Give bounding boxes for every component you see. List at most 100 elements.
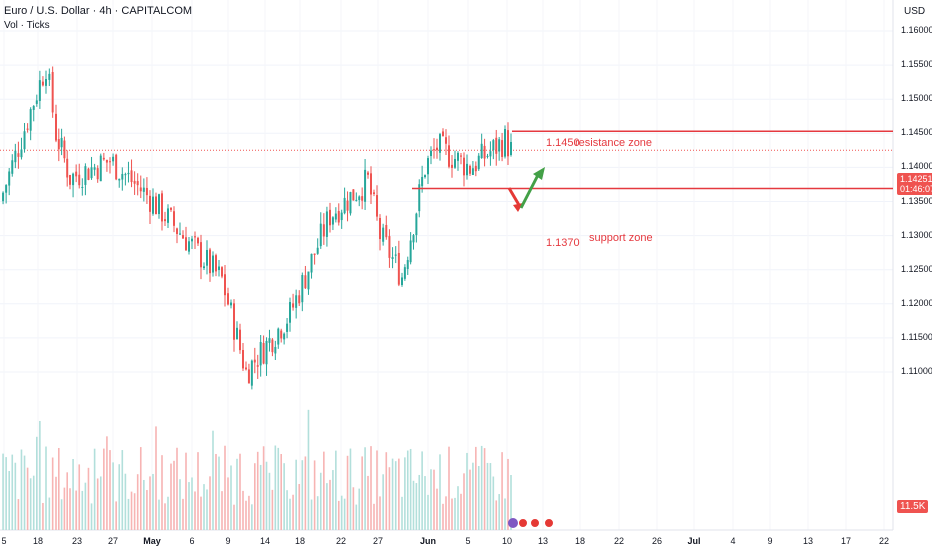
candle-body[interactable] (370, 173, 372, 195)
candle-body[interactable] (32, 106, 35, 110)
candle-body[interactable] (182, 235, 184, 239)
candle-body[interactable] (145, 187, 148, 196)
candle-body[interactable] (51, 72, 54, 113)
candle-body[interactable] (121, 173, 124, 180)
candle-body[interactable] (191, 238, 193, 242)
candle-body[interactable] (301, 275, 304, 303)
candle-body[interactable] (45, 78, 47, 86)
candle-body[interactable] (424, 175, 426, 178)
candle-body[interactable] (298, 295, 301, 304)
candle-body[interactable] (388, 236, 391, 258)
candle-body[interactable] (72, 173, 75, 186)
candle-body[interactable] (406, 260, 409, 269)
candle-body[interactable] (480, 143, 483, 159)
candle-body[interactable] (262, 343, 265, 364)
split-event-icon[interactable] (508, 518, 518, 528)
candle-body[interactable] (200, 242, 202, 268)
candle-body[interactable] (87, 168, 90, 180)
candle-body[interactable] (218, 266, 220, 271)
candle-body[interactable] (445, 137, 447, 144)
candle-body[interactable] (322, 224, 325, 237)
candle-series[interactable] (2, 66, 512, 390)
candle-body[interactable] (179, 233, 181, 235)
candle-body[interactable] (364, 169, 367, 202)
up-arrow-drawing[interactable] (519, 167, 545, 209)
candle-body[interactable] (274, 346, 277, 354)
candle-body[interactable] (489, 151, 492, 157)
candle-body[interactable] (161, 193, 163, 222)
candle-body[interactable] (38, 80, 41, 101)
candle-body[interactable] (474, 165, 477, 172)
candle-body[interactable] (133, 180, 136, 184)
candle-body[interactable] (170, 208, 172, 210)
candle-body[interactable] (403, 267, 406, 279)
candle-body[interactable] (268, 338, 271, 343)
candle-body[interactable] (463, 157, 465, 176)
candle-body[interactable] (469, 165, 471, 174)
candle-body[interactable] (418, 184, 421, 212)
candle-body[interactable] (75, 171, 78, 177)
candle-body[interactable] (155, 196, 157, 215)
candle-body[interactable] (245, 367, 247, 370)
candle-body[interactable] (382, 227, 385, 242)
candle-body[interactable] (2, 192, 5, 202)
candle-body[interactable] (224, 274, 226, 296)
candle-body[interactable] (57, 139, 60, 150)
candle-body[interactable] (112, 156, 115, 162)
candle-body[interactable] (102, 157, 105, 160)
candle-body[interactable] (504, 129, 506, 157)
candle-body[interactable] (307, 271, 310, 290)
candle-body[interactable] (271, 339, 274, 353)
candle-body[interactable] (433, 149, 435, 151)
us-flag-event-icon[interactable] (544, 518, 554, 528)
candle-body[interactable] (286, 323, 289, 332)
candle-body[interactable] (325, 211, 328, 237)
candle-body[interactable] (212, 255, 214, 273)
candle-body[interactable] (203, 266, 205, 269)
candle-body[interactable] (495, 137, 498, 154)
candle-body[interactable] (329, 209, 331, 226)
candle-body[interactable] (352, 189, 355, 201)
candle-body[interactable] (501, 140, 504, 157)
candle-body[interactable] (319, 223, 322, 247)
candle-body[interactable] (236, 327, 238, 340)
candle-body[interactable] (221, 267, 223, 277)
candle-body[interactable] (41, 81, 44, 86)
candle-body[interactable] (295, 295, 298, 308)
candle-body[interactable] (81, 186, 84, 188)
candle-body[interactable] (26, 128, 29, 130)
candle-body[interactable] (188, 241, 190, 252)
candle-body[interactable] (48, 73, 51, 80)
candle-body[interactable] (310, 253, 313, 273)
candle-body[interactable] (507, 130, 509, 157)
candle-body[interactable] (93, 167, 96, 170)
candle-body[interactable] (60, 137, 63, 148)
candle-body[interactable] (451, 164, 453, 168)
candle-body[interactable] (90, 167, 93, 179)
candle-body[interactable] (242, 350, 244, 369)
us-flag-event-icon[interactable] (530, 518, 540, 528)
candle-body[interactable] (355, 199, 358, 201)
down-arrow-drawing[interactable] (507, 187, 523, 212)
candle-body[interactable] (247, 369, 250, 384)
candle-body[interactable] (206, 249, 208, 266)
candle-body[interactable] (460, 155, 462, 157)
candle-body[interactable] (167, 208, 169, 223)
candle-body[interactable] (158, 194, 160, 215)
candle-body[interactable] (454, 158, 456, 168)
candle-body[interactable] (227, 293, 229, 305)
candle-body[interactable] (250, 360, 253, 386)
candle-body[interactable] (397, 252, 400, 285)
candle-body[interactable] (78, 174, 81, 186)
candle-body[interactable] (5, 185, 8, 193)
candle-body[interactable] (63, 140, 66, 159)
candle-body[interactable] (304, 275, 307, 289)
candle-body[interactable] (11, 160, 14, 174)
candle-body[interactable] (457, 152, 459, 161)
candle-body[interactable] (17, 153, 20, 157)
candle-body[interactable] (401, 277, 403, 286)
candle-body[interactable] (448, 145, 450, 167)
candle-body[interactable] (280, 330, 283, 339)
candle-body[interactable] (14, 150, 17, 163)
candle-body[interactable] (84, 166, 87, 185)
